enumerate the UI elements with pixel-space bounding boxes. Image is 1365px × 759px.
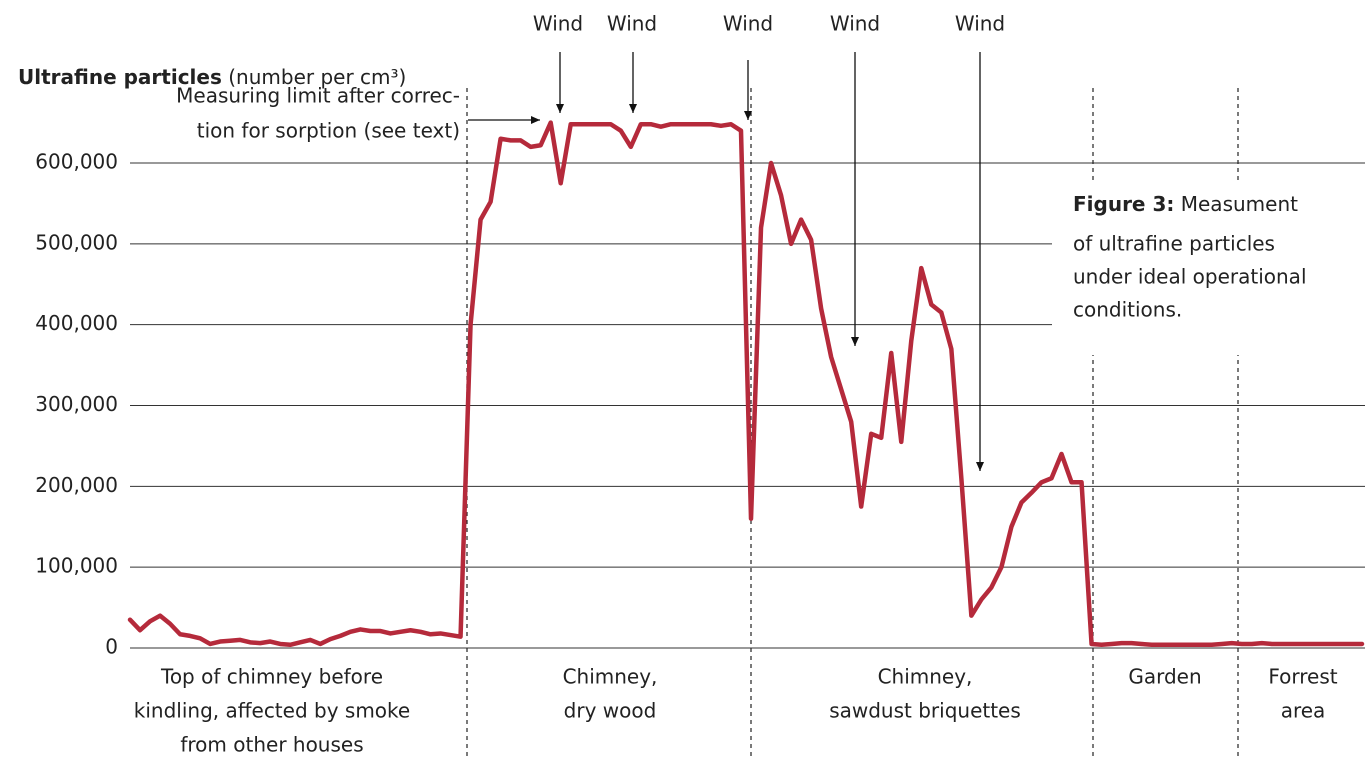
segment-label: dry wood [564,699,657,723]
y-tick-label: 300,000 [35,392,118,416]
chart-title: Ultrafine particles (number per cm³) [18,65,406,89]
y-tick-label: 100,000 [35,554,118,578]
wind-label: Wind [533,12,583,36]
segment-label: Chimney, [563,665,658,689]
y-tick-label: 200,000 [35,473,118,497]
grid: 0 100,000 200,000 300,000 400,000 500,000 600,… [35,150,1365,659]
caption-text: Measument [1181,192,1298,216]
wind-label: Wind [607,12,657,36]
caption-background [1052,180,1365,355]
segment-label: Top of chimney before [160,665,383,689]
caption-label: Figure 3: [1073,192,1174,216]
caption-line: Figure 3: Measument [1073,192,1298,216]
wind-annotations: Wind Wind Wind Wind Wind [533,12,1005,471]
limit-note: tion for sorption (see text) [197,119,460,143]
segment-label: Chimney, [878,665,973,689]
wind-label: Wind [955,12,1005,36]
segment-label: kindling, affected by smoke [134,699,410,723]
caption-line: of ultrafine particles [1073,232,1275,256]
segment-labels: Top of chimney before kindling, affected … [134,665,1338,757]
segment-label: Forrest [1268,665,1337,689]
caption-line: conditions. [1073,298,1182,322]
y-tick-label: 0 [105,635,118,659]
title: Ultrafine particles [18,65,222,89]
caption-line: under ideal operational [1073,265,1307,289]
y-tick-label: 500,000 [35,230,118,254]
limit-note: Measuring limit after correc- [176,84,460,108]
segment-label: area [1281,699,1326,723]
wind-label: Wind [830,12,880,36]
y-tick-label: 600,000 [35,150,118,174]
y-tick-label: 400,000 [35,311,118,335]
wind-label: Wind [723,12,773,36]
data-line [127,120,1365,648]
subtitle: (number per cm³) [228,65,406,89]
segment-label: sawdust briquettes [829,699,1021,723]
segment-label: Garden [1128,665,1201,689]
segment-label: from other houses [180,733,363,757]
caption: Figure 3: Measument of ultrafine particl… [1073,192,1307,322]
